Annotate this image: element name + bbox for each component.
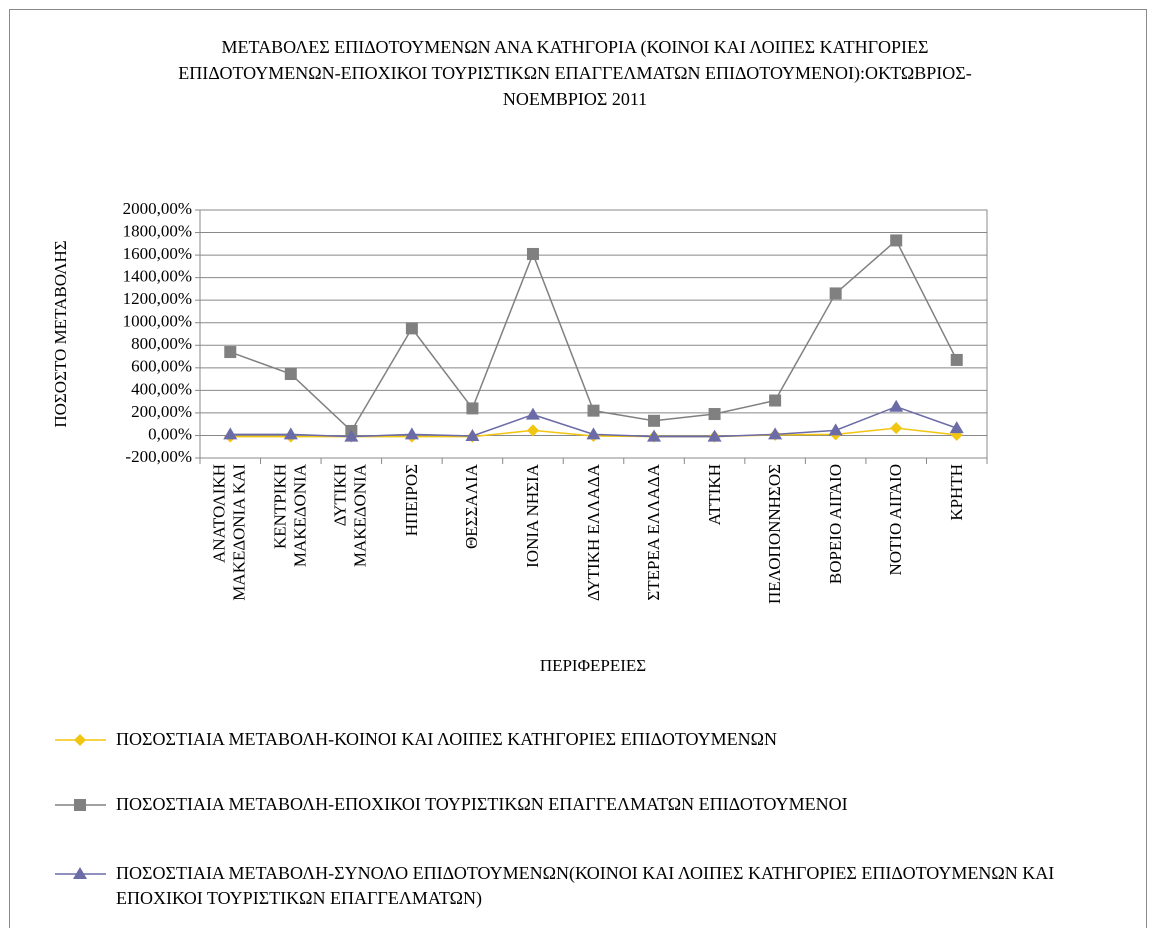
legend-label: ΠΟΣΟΣΤΙΑΙΑ ΜΕΤΑΒΟΛΗ-ΣΥΝΟΛΟ ΕΠΙΔΟΤΟΥΜΕΝΩΝ…: [116, 863, 1055, 909]
series-line: [230, 239, 958, 433]
y-axis-label: ΠΟΣΟΣΤΟ ΜΕΤΑΒΟΛΗΣ: [51, 240, 70, 427]
y-tick-label: 1000,00%: [123, 312, 192, 331]
chart-title: ΜΕΤΑΒΟΛΕΣ ΕΠΙΔΟΤΟΥΜΕΝΩΝ ΑΝΑ ΚΑΤΗΓΟΡΙΑ (Κ…: [178, 37, 972, 110]
marker: [828, 423, 843, 436]
y-tick-label: 0,00%: [148, 424, 192, 443]
x-tick-label: ΔΥΤΙΚΗ ΜΑΚΕΔΟΝΙΑ: [330, 464, 371, 568]
marker: [526, 424, 539, 437]
marker: [829, 287, 842, 300]
marker: [466, 402, 479, 415]
marker: [890, 234, 903, 247]
marker: [769, 394, 782, 407]
marker: [587, 404, 600, 417]
x-tick-label: ΗΠΕΙΡΟΣ: [401, 464, 421, 537]
marker: [648, 414, 661, 427]
y-tick-label: 2000,00%: [123, 199, 192, 218]
x-tick-label: ΚΡΗΤΗ: [946, 464, 966, 521]
marker: [283, 427, 298, 440]
legend-marker: [74, 799, 86, 811]
marker: [405, 322, 418, 335]
chart-frame: [9, 9, 1147, 928]
x-tick-label: ΔΥΤΙΚΗ ΕΛΛΑΔΑ: [583, 464, 603, 602]
marker: [344, 429, 359, 442]
marker: [647, 429, 662, 442]
x-tick-label: ΝΟΤΙΟ ΑΙΓΑΙΟ: [885, 464, 905, 576]
marker: [890, 422, 903, 435]
marker: [950, 353, 963, 366]
marker: [465, 429, 480, 442]
x-tick-label: ΑΤΤΙΚΗ: [704, 464, 724, 526]
marker: [526, 247, 539, 260]
y-tick-label: 400,00%: [131, 379, 192, 398]
marker: [949, 421, 964, 434]
y-tick-label: 1200,00%: [123, 289, 192, 308]
x-tick-label: ΚΕΝΤΡΙΚΗ ΜΑΚΕΔΟΝΙΑ: [270, 464, 310, 568]
marker: [284, 368, 297, 381]
legend-label: ΠΟΣΟΣΤΙΑΙΑ ΜΕΤΑΒΟΛΗ-ΚΟΙΝΟΙ ΚΑΙ ΛΟΙΠΕΣ ΚΑ…: [116, 729, 777, 749]
plot-area: [199, 209, 988, 459]
marker: [768, 427, 783, 440]
marker: [586, 427, 601, 440]
x-tick-label: ΒΟΡΕΙΟ ΑΙΓΑΙΟ: [825, 464, 845, 585]
marker: [708, 408, 721, 421]
y-tick-label: 1400,00%: [123, 267, 192, 286]
y-tick-label: 200,00%: [131, 402, 192, 421]
marker: [223, 427, 238, 440]
x-tick-label: ΑΝΑΤΟΛΙΚΗ ΜΑΚΕΔΟΝΙΑ ΚΑΙ: [209, 464, 250, 601]
y-tick-label: 1600,00%: [123, 244, 192, 263]
x-axis-label: ΠΕΡΙΦΕΡΕΙΕΣ: [540, 656, 646, 675]
x-tick-label: ΘΕΣΣΑΛΙΑ: [462, 464, 482, 549]
marker: [224, 346, 237, 359]
marker: [404, 427, 419, 440]
y-tick-label: -200,00%: [125, 447, 192, 466]
legend-marker: [74, 734, 86, 746]
y-tick-label: 1800,00%: [123, 221, 192, 240]
marker: [525, 407, 540, 420]
x-tick-label: ΙΟΝΙΑ ΝΗΣΙΑ: [522, 464, 542, 568]
x-tick-label: ΣΤΕΡΕΑ ΕΛΛΑΔΑ: [643, 464, 663, 601]
y-tick-label: 800,00%: [131, 334, 192, 353]
marker: [889, 399, 904, 412]
y-tick-label: 600,00%: [131, 357, 192, 376]
legend-label: ΠΟΣΟΣΤΙΑΙΑ ΜΕΤΑΒΟΛΗ-ΕΠΟΧΙΚΟΙ ΤΟΥΡΙΣΤΙΚΩΝ…: [116, 794, 848, 814]
x-tick-label: ΠΕΛΟΠΟΝΝΗΣΟΣ: [764, 464, 784, 605]
legend-marker: [73, 867, 87, 879]
marker: [707, 429, 722, 442]
